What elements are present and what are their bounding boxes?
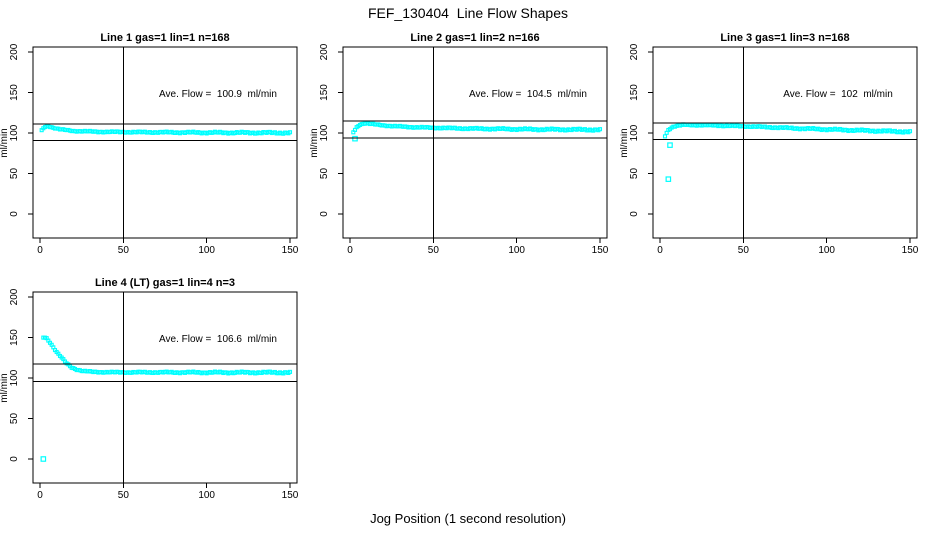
svg-text:100: 100: [198, 245, 215, 256]
svg-text:0: 0: [37, 245, 43, 256]
svg-text:Ave. Flow = 106.6 ml/min: Ave. Flow = 106.6 ml/min: [159, 334, 277, 345]
svg-text:100: 100: [9, 124, 20, 141]
svg-text:100: 100: [629, 124, 640, 141]
svg-text:50: 50: [738, 245, 750, 256]
figure-title: FEF_130404 Line Flow Shapes: [367, 5, 568, 21]
svg-text:200: 200: [319, 43, 330, 60]
svg-text:50: 50: [118, 490, 130, 501]
svg-text:0: 0: [37, 490, 43, 501]
svg-text:ml/min: ml/min: [620, 128, 630, 157]
svg-text:100: 100: [508, 245, 525, 256]
svg-text:50: 50: [319, 168, 330, 180]
svg-text:200: 200: [9, 288, 20, 305]
svg-text:150: 150: [9, 329, 20, 346]
plot-canvas-line-2: 0 50 100 150 0 50 100 150 200 ml/min Line 2 gas=1 …: [310, 32, 609, 256]
svg-text:150: 150: [902, 245, 919, 256]
svg-text:Ave. Flow = 102 ml/min: Ave. Flow = 102 ml/min: [783, 89, 893, 100]
svg-text:50: 50: [428, 245, 440, 256]
svg-text:0: 0: [657, 245, 663, 256]
svg-text:0: 0: [9, 211, 20, 217]
svg-text:50: 50: [9, 168, 20, 180]
svg-text:Line 4 (LT) gas=1 lin=4 n=3: Line 4 (LT) gas=1 lin=4 n=3: [95, 277, 235, 289]
svg-text:ml/min: ml/min: [0, 373, 10, 402]
svg-text:0: 0: [319, 211, 330, 217]
svg-text:150: 150: [282, 245, 299, 256]
svg-text:50: 50: [629, 168, 640, 180]
subplot-line-4: 0 50 100 150 0 50 100 150 200 ml/min Line 4 (LT) g…: [0, 273, 316, 513]
svg-text:100: 100: [198, 490, 215, 501]
subplot-line-2: 0 50 100 150 0 50 100 150 200 ml/min Line 2 gas=1 …: [310, 28, 626, 268]
svg-text:50: 50: [118, 245, 130, 256]
svg-text:Ave. Flow = 100.9 ml/min: Ave. Flow = 100.9 ml/min: [159, 89, 277, 100]
subplot-line-3: 0 50 100 150 0 50 100 150 200 ml/min Line 3 gas=1 …: [620, 28, 936, 268]
svg-text:200: 200: [9, 43, 20, 60]
svg-text:Line 2 gas=1 lin=2 n=166: Line 2 gas=1 lin=2 n=166: [410, 32, 539, 44]
svg-text:150: 150: [629, 84, 640, 101]
svg-text:100: 100: [818, 245, 835, 256]
svg-text:150: 150: [282, 490, 299, 501]
svg-text:200: 200: [629, 43, 640, 60]
svg-text:100: 100: [9, 369, 20, 386]
svg-text:0: 0: [629, 211, 640, 217]
svg-text:Ave. Flow = 104.5 ml/min: Ave. Flow = 104.5 ml/min: [469, 89, 587, 100]
svg-text:150: 150: [592, 245, 609, 256]
svg-text:0: 0: [9, 456, 20, 462]
plot-canvas-line-3: 0 50 100 150 0 50 100 150 200 ml/min Line 3 gas=1 …: [620, 32, 919, 256]
subplot-line-1: 0 50 100 150 0 50 100 150 200 ml/min Line 1 gas=1 …: [0, 28, 316, 268]
svg-text:0: 0: [347, 245, 353, 256]
svg-text:150: 150: [319, 84, 330, 101]
svg-text:100: 100: [319, 124, 330, 141]
svg-text:Line 1 gas=1 lin=1 n=168: Line 1 gas=1 lin=1 n=168: [100, 32, 229, 44]
svg-text:Line 3 gas=1 lin=3 n=168: Line 3 gas=1 lin=3 n=168: [720, 32, 849, 44]
svg-text:50: 50: [9, 413, 20, 425]
x-axis-label: Jog Position (1 second resolution): [370, 511, 566, 526]
plot-canvas-line-1: 0 50 100 150 0 50 100 150 200 ml/min Line 1 gas=1 …: [0, 32, 299, 256]
plot-canvas-line-4: 0 50 100 150 0 50 100 150 200 ml/min Line 4 (LT) g…: [0, 277, 299, 501]
svg-text:150: 150: [9, 84, 20, 101]
svg-text:ml/min: ml/min: [0, 128, 10, 157]
svg-text:ml/min: ml/min: [310, 128, 320, 157]
